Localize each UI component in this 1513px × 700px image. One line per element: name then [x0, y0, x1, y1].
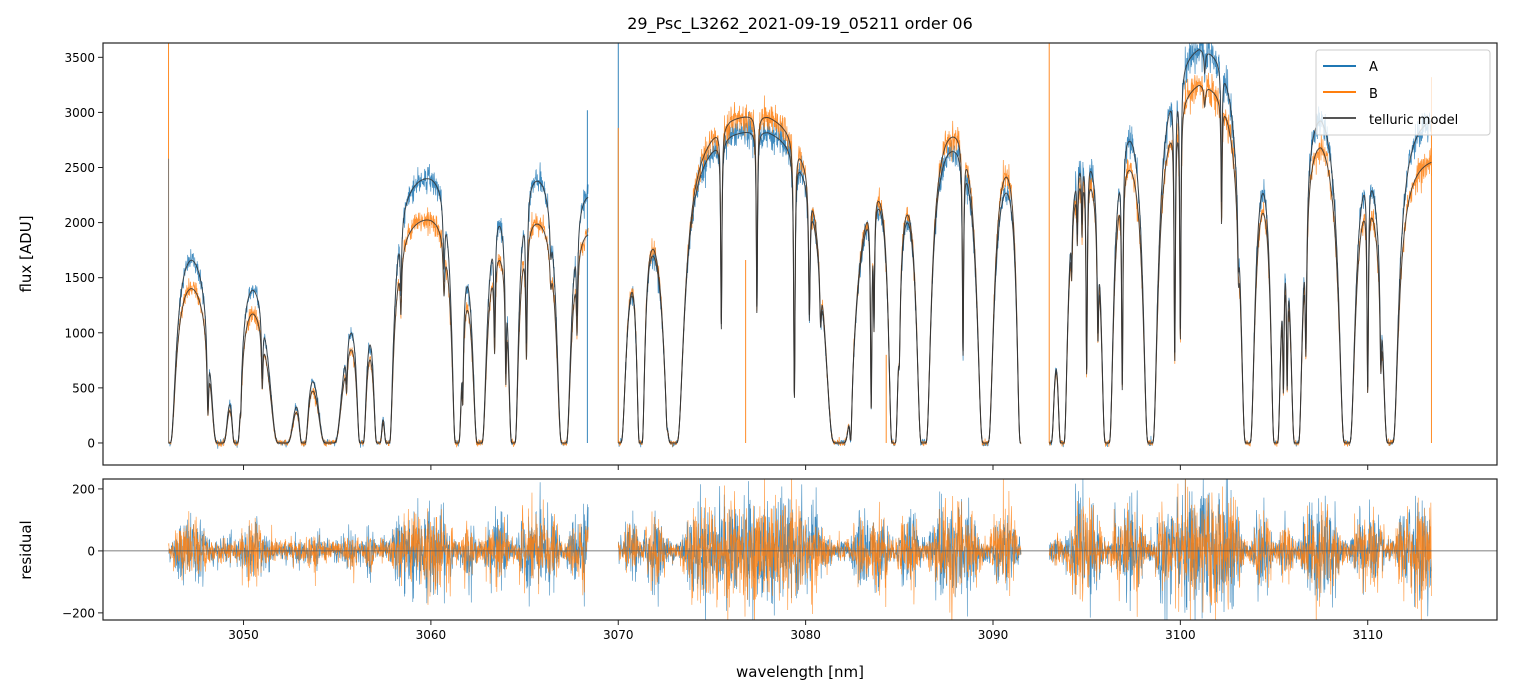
y-tick-label: 2000 [64, 216, 95, 230]
residual-b-line [1048, 479, 1432, 620]
legend-box [1315, 49, 1491, 136]
legend: A B telluric model [1315, 49, 1491, 136]
residual-y-tick-label: −200 [62, 606, 95, 620]
legend-label-b: B [1369, 87, 1378, 102]
residual-y-axis-label: residual [17, 520, 35, 579]
x-tick-label: 3070 [603, 628, 634, 642]
residual-axes-frame [102, 478, 1498, 621]
chart-title: 29_Psc_L3262_2021-09-19_05211 order 06 [627, 14, 973, 34]
telluric-model-b-line [168, 219, 589, 444]
y-tick-label: 2500 [64, 161, 95, 175]
y-tick-label: 3500 [64, 51, 95, 65]
residual-y-tick-label: 200 [72, 482, 95, 496]
y-tick-label: 3000 [64, 106, 95, 120]
flux-plot-area [168, 43, 1432, 449]
residual-plot-area [103, 479, 1497, 620]
x-tick-label: 3110 [1352, 628, 1383, 642]
residual-b-line [617, 479, 1022, 620]
residual-a-line [168, 482, 589, 607]
y-tick-label: 0 [87, 436, 95, 450]
telluric-model-b-line [618, 116, 1022, 444]
x-tick-label: 3100 [1165, 628, 1196, 642]
residual-y-tick-label: 0 [87, 544, 95, 558]
x-tick-label: 3080 [790, 628, 821, 642]
legend-label-a: A [1369, 60, 1378, 75]
y-tick-label: 1500 [64, 271, 95, 285]
x-tick-label: 3060 [416, 628, 447, 642]
residual-b-line [168, 492, 589, 605]
axes-ticks: 3050 3060 3070 3080 3090 3100 3110 0 500 1000 1500… [62, 51, 1383, 642]
telluric-model-b-line [1049, 84, 1432, 444]
flux-axes-frame [102, 42, 1498, 466]
y-tick-label: 1000 [64, 326, 95, 340]
series-b-line [617, 95, 1022, 447]
y-axis-label: flux [ADU] [17, 215, 35, 292]
x-axis-label: wavelength [nm] [736, 663, 864, 681]
legend-label-model: telluric model [1369, 113, 1458, 128]
x-tick-label: 3050 [228, 628, 259, 642]
x-tick-label: 3090 [978, 628, 1009, 642]
y-tick-label: 500 [72, 381, 95, 395]
